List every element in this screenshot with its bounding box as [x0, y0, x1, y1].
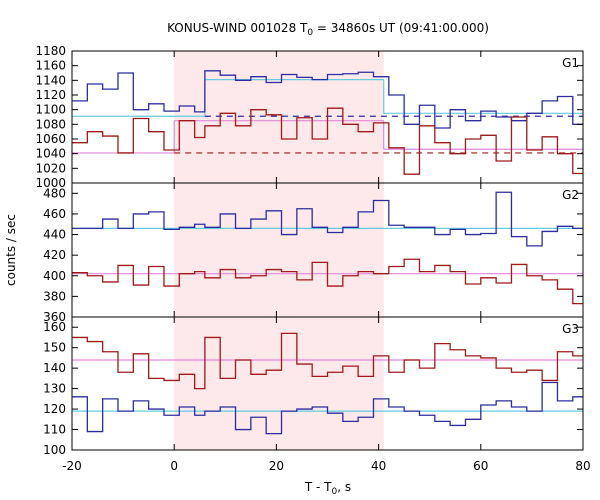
y-tick-label: 380 [43, 289, 66, 303]
x-axis-label: T - T0, s [304, 480, 351, 497]
series-red-g2 [72, 258, 583, 305]
y-tick-label: 480 [43, 186, 66, 200]
panel-name-g3: G3 [562, 322, 579, 336]
y-tick-label: 1020 [35, 161, 66, 175]
x-tick-label: -20 [62, 459, 82, 473]
series-red-g3 [72, 332, 583, 390]
shaded-interval [174, 51, 384, 450]
y-tick-label: 1080 [35, 117, 66, 131]
y-tick-label: 1040 [35, 147, 66, 161]
y-tick-label: 1180 [35, 44, 66, 58]
x-tick-label: 40 [371, 459, 386, 473]
x-tick-label: 80 [575, 459, 590, 473]
series-red-g1 [72, 107, 583, 175]
y-tick-label: 400 [43, 269, 66, 283]
y-tick-label: 1120 [35, 88, 66, 102]
panel-name-g2: G2 [562, 188, 579, 202]
panel-name-g1: G1 [562, 56, 579, 70]
y-tick-label: 140 [43, 361, 66, 375]
y-tick-label: 1000 [35, 176, 66, 190]
panel-g3: 100 110 120 130 140 150 160 G3 [43, 316, 584, 457]
y-tick-label: 1060 [35, 132, 66, 146]
y-tick-label: 360 [43, 310, 66, 324]
y-tick-label: 1140 [35, 73, 66, 87]
x-tick-label: 20 [269, 459, 284, 473]
y-tick-label: 120 [43, 402, 66, 416]
x-tick-label: 60 [473, 459, 488, 473]
y-tick-label: 460 [43, 207, 66, 221]
series-blue-g1 [72, 70, 583, 129]
y-tick-label: 160 [43, 320, 66, 334]
y-tick-label: 1160 [35, 59, 66, 73]
y-tick-label: 100 [43, 443, 66, 457]
panel-g2: 360 380 400 420 440 460 480 G2 [43, 182, 584, 324]
y-tick-label: 110 [43, 423, 66, 437]
y-tick-label: 440 [43, 228, 66, 242]
y-tick-label: 420 [43, 248, 66, 262]
y-tick-label: 1100 [35, 103, 66, 117]
panel-frame [71, 316, 584, 451]
series-blue-g3 [72, 381, 583, 435]
y-tick-label: 150 [43, 341, 66, 355]
x-tick-label: 0 [170, 459, 178, 473]
series-blue-g2 [72, 191, 583, 247]
chart-title: KONUS-WIND 001028 T0 = 34860s UT (09:41:… [167, 21, 489, 38]
y-axis-label: counts / sec [4, 214, 18, 286]
y-tick-label: 130 [43, 382, 66, 396]
